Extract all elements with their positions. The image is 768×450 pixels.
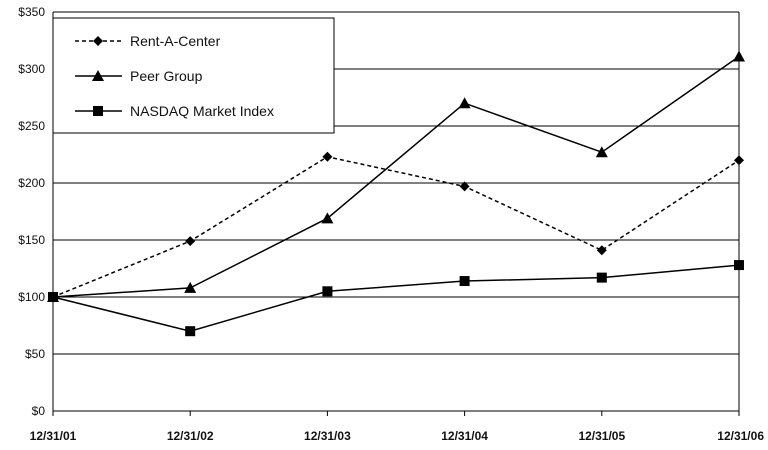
data-point	[595, 146, 608, 158]
x-tick-label: 12/31/06	[717, 429, 764, 443]
data-point	[734, 260, 744, 271]
series-line	[52, 264, 740, 332]
legend-item: NASDAQ Market Index	[75, 103, 274, 119]
y-tick-label: $250	[18, 119, 45, 133]
data-point	[48, 292, 58, 302]
series-line	[52, 155, 740, 298]
y-tick-label: $300	[18, 62, 45, 76]
y-tick-label: $200	[18, 176, 45, 190]
axes	[52, 12, 740, 416]
y-axis-tick-labels: $0 $50 $100 $150 $200 $250 $300 $350	[18, 5, 45, 418]
legend-label: NASDAQ Market Index	[130, 103, 274, 119]
data-point	[322, 151, 333, 162]
legend-marker	[93, 106, 103, 116]
series-rent-a-center	[48, 151, 744, 302]
y-tick-label: $0	[32, 404, 46, 418]
series-nasdaq-market-index	[48, 260, 744, 337]
y-tick-label: $100	[18, 290, 45, 304]
data-point	[185, 236, 196, 247]
data-point	[322, 286, 333, 297]
data-point	[459, 181, 470, 192]
legend-item: Peer Group	[75, 68, 203, 84]
data-point	[321, 212, 334, 224]
x-tick-label: 12/31/03	[304, 429, 351, 443]
legend-marker	[93, 36, 103, 46]
y-tick-label: $50	[25, 347, 45, 361]
y-tick-label: $150	[18, 233, 45, 247]
data-point	[459, 276, 470, 287]
legend-marker	[92, 70, 104, 81]
x-tick-label: 12/31/04	[441, 429, 488, 443]
data-point	[184, 281, 197, 293]
data-point	[734, 155, 744, 166]
data-point	[458, 97, 471, 109]
y-tick-label: $350	[18, 5, 45, 19]
x-tick-label: 12/31/05	[578, 429, 625, 443]
x-axis-tick-labels: 12/31/01 12/31/02 12/31/03 12/31/04 12/31/05…	[30, 429, 765, 443]
data-series	[47, 50, 745, 337]
x-tick-label: 12/31/01	[30, 429, 77, 443]
data-point	[733, 50, 745, 62]
data-point	[596, 272, 607, 283]
legend-label: Rent-A-Center	[130, 33, 221, 49]
data-point	[185, 326, 196, 337]
series-peer-group	[47, 50, 745, 302]
series-line	[52, 55, 740, 298]
legend-label: Peer Group	[130, 68, 203, 84]
legend-item: Rent-A-Center	[75, 33, 221, 49]
x-tick-label: 12/31/02	[167, 429, 214, 443]
data-point	[596, 245, 607, 256]
legend: Rent-A-Center Peer Group NASDAQ Market Ind…	[52, 17, 335, 134]
